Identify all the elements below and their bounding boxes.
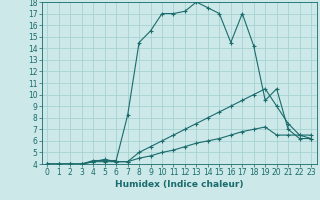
X-axis label: Humidex (Indice chaleur): Humidex (Indice chaleur) <box>115 180 244 189</box>
